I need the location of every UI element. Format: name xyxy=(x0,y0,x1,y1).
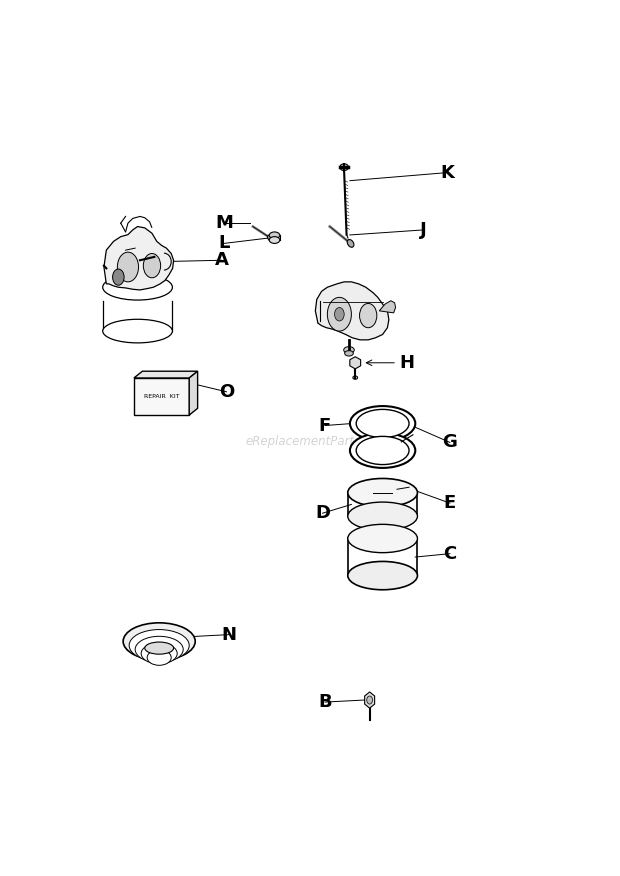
Circle shape xyxy=(360,303,377,328)
Text: B: B xyxy=(318,693,332,711)
Ellipse shape xyxy=(141,643,177,664)
Polygon shape xyxy=(365,692,374,708)
Ellipse shape xyxy=(135,636,184,662)
Text: G: G xyxy=(443,434,458,451)
Ellipse shape xyxy=(356,409,409,438)
Ellipse shape xyxy=(350,406,415,441)
Text: A: A xyxy=(215,251,229,269)
Ellipse shape xyxy=(147,650,171,665)
Ellipse shape xyxy=(345,350,353,356)
Circle shape xyxy=(327,297,352,331)
Polygon shape xyxy=(104,227,174,290)
Circle shape xyxy=(143,253,161,278)
Ellipse shape xyxy=(123,623,195,660)
Circle shape xyxy=(117,252,138,282)
Text: H: H xyxy=(399,354,414,371)
Text: REPAIR  KIT: REPAIR KIT xyxy=(144,394,179,399)
Polygon shape xyxy=(350,357,361,369)
Ellipse shape xyxy=(348,562,417,590)
Ellipse shape xyxy=(269,232,280,238)
Ellipse shape xyxy=(129,630,189,661)
Text: J: J xyxy=(420,221,427,239)
Ellipse shape xyxy=(353,376,358,379)
Polygon shape xyxy=(134,371,198,378)
Ellipse shape xyxy=(348,502,417,530)
Polygon shape xyxy=(379,300,396,313)
Bar xyxy=(134,378,189,415)
Circle shape xyxy=(113,269,124,286)
Ellipse shape xyxy=(356,436,409,464)
Ellipse shape xyxy=(348,525,417,553)
Ellipse shape xyxy=(347,239,354,247)
Polygon shape xyxy=(316,282,389,340)
Text: C: C xyxy=(443,545,456,562)
Text: F: F xyxy=(319,416,331,434)
Ellipse shape xyxy=(103,274,172,300)
Ellipse shape xyxy=(350,433,415,468)
Text: N: N xyxy=(221,625,236,644)
Polygon shape xyxy=(189,371,198,415)
Text: E: E xyxy=(444,494,456,512)
Ellipse shape xyxy=(268,235,273,241)
Text: K: K xyxy=(441,164,454,181)
Ellipse shape xyxy=(145,642,174,654)
Ellipse shape xyxy=(340,164,348,171)
Ellipse shape xyxy=(343,347,354,353)
Text: D: D xyxy=(315,505,330,522)
Text: M: M xyxy=(215,214,233,232)
Ellipse shape xyxy=(269,237,280,244)
Ellipse shape xyxy=(103,319,172,343)
Ellipse shape xyxy=(348,478,417,507)
Text: L: L xyxy=(218,235,230,252)
Circle shape xyxy=(335,307,344,321)
Text: eReplacementParts.com: eReplacementParts.com xyxy=(246,434,390,448)
Circle shape xyxy=(367,696,373,704)
Text: O: O xyxy=(219,383,234,401)
